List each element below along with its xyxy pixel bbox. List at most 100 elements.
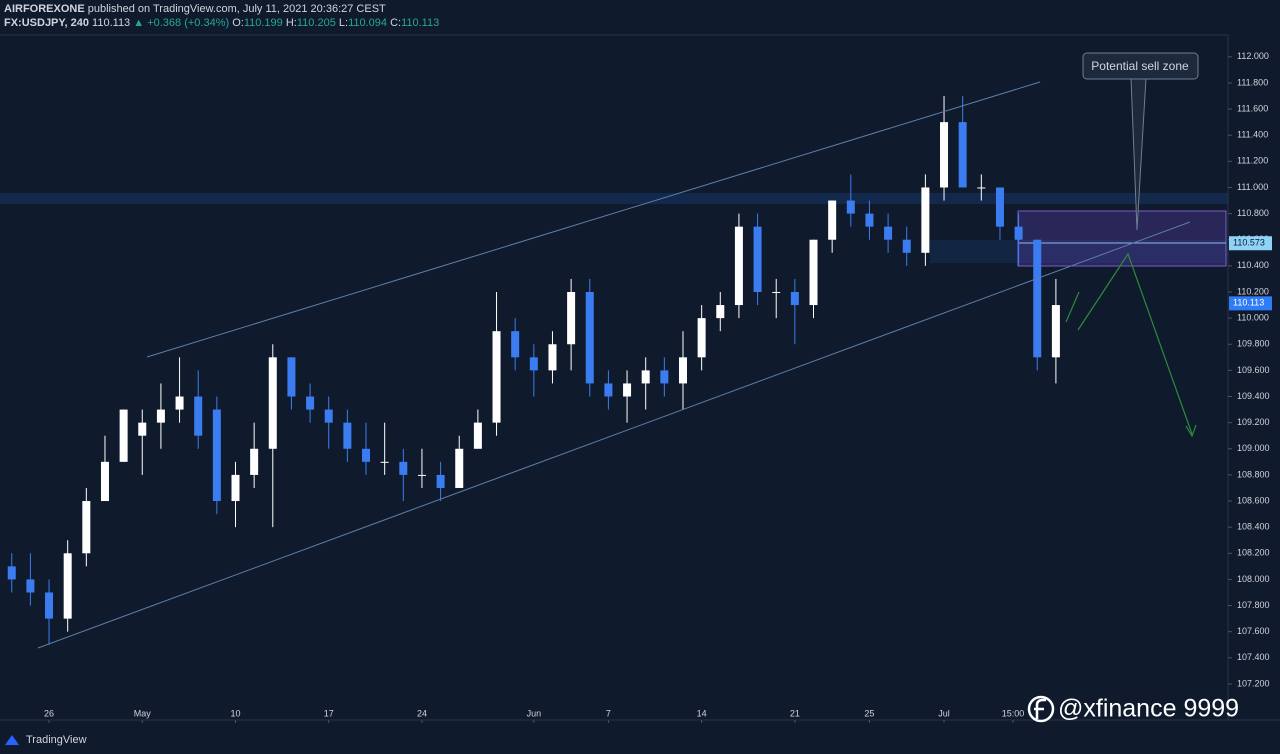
x-tick-label: 25 <box>864 708 874 718</box>
x-tick-label: 15:00 <box>1002 708 1025 718</box>
candle-body <box>399 461 408 475</box>
ohlc-value: 110.199 <box>243 17 283 29</box>
candle-body <box>772 291 781 293</box>
author: AIRFOREXONE <box>4 3 85 15</box>
y-tick-label: 107.200 <box>1237 678 1270 688</box>
change-value: +0.368 (+0.34%) <box>147 17 230 29</box>
candle-body <box>473 422 482 449</box>
y-tick-label: 108.800 <box>1237 469 1270 479</box>
candles <box>7 96 1060 645</box>
header-line: AIRFOREXONE published on TradingView.com… <box>4 3 386 15</box>
candle-body <box>697 318 706 358</box>
candle-body <box>380 461 389 463</box>
y-tick-label: 107.600 <box>1237 626 1270 636</box>
header-line: FX:USDJPY, 240 110.113 ▲ +0.368 (+0.34%)… <box>4 17 439 29</box>
annotation: Potential sell zone <box>1091 59 1189 73</box>
y-tick-label: 111.800 <box>1237 77 1268 87</box>
y-tick-label: 110.400 <box>1237 260 1269 270</box>
candle-body <box>958 122 967 188</box>
x-tick-label: Jul <box>938 708 950 718</box>
projection-arrow <box>1065 291 1080 323</box>
y-tick-label: 107.400 <box>1237 652 1270 662</box>
watermark-icon <box>1027 695 1055 723</box>
candle-body <box>362 448 371 462</box>
y-tick-label: 108.200 <box>1237 548 1270 558</box>
candle-body <box>716 305 725 319</box>
y-tick-label: 111.600 <box>1237 103 1268 113</box>
candle-body <box>641 370 650 384</box>
change: ▲ +0.368 (+0.34%) <box>133 17 230 29</box>
candle-body <box>268 357 277 449</box>
y-tick-label: 112.000 <box>1237 51 1269 61</box>
ohlc-label: O: <box>232 17 244 29</box>
candle-body <box>921 187 930 253</box>
candle-body <box>1014 226 1023 240</box>
candle-body <box>884 226 893 240</box>
x-tick-label: Jun <box>527 708 542 718</box>
candle-body <box>753 226 762 292</box>
candle-body <box>529 357 538 371</box>
candle-body <box>45 592 54 619</box>
candle-body <box>1051 305 1060 358</box>
x-tick-label: 26 <box>44 708 54 718</box>
ohlc-label: H: <box>285 17 297 29</box>
candle-body <box>977 187 986 189</box>
candle-body <box>492 331 501 423</box>
price-label-box <box>1229 236 1272 251</box>
footer-logo <box>5 735 19 745</box>
candle-body <box>846 200 855 214</box>
candle-body <box>567 291 576 345</box>
candle-body <box>100 461 109 502</box>
candle-body <box>175 396 184 410</box>
candle-body <box>250 448 259 475</box>
horizontal-band <box>930 240 1228 263</box>
candle-body <box>436 474 445 488</box>
candle-body <box>734 226 743 306</box>
y-tick-label: 111.000 <box>1237 182 1268 192</box>
ohlc-value: 110.205 <box>296 17 336 29</box>
candle-body <box>287 357 296 397</box>
candle-body <box>604 383 613 397</box>
candle-body <box>455 448 464 488</box>
price-label: 110.573 <box>1233 238 1265 248</box>
y-tick-label: 110.000 <box>1237 312 1269 322</box>
candle-body <box>828 200 837 240</box>
ohlc-label: L: <box>338 17 349 29</box>
symbol: FX:USDJPY, 240 <box>4 17 89 29</box>
candle-body <box>343 422 352 449</box>
x-tick-label: 14 <box>697 708 707 718</box>
price-label: 110.113 <box>1233 298 1264 308</box>
candle-body <box>194 396 203 436</box>
candle-body <box>809 239 818 306</box>
candle-body <box>678 357 687 384</box>
candle-body <box>1033 239 1042 358</box>
candle-body <box>138 422 147 436</box>
candle-body <box>790 291 799 306</box>
x-tick-label: 17 <box>324 708 334 718</box>
candle-body <box>63 553 72 619</box>
x-tick-label: 7 <box>606 708 611 718</box>
candle-body <box>995 187 1004 227</box>
y-tick-label: 109.600 <box>1237 365 1270 375</box>
candle-body <box>940 122 949 188</box>
horizontal-band <box>0 193 1228 204</box>
channel-upper <box>146 81 1041 358</box>
candle-body <box>511 331 520 358</box>
candle-body <box>26 579 35 593</box>
published: published on TradingView.com, July 11, 2… <box>87 3 386 15</box>
ohlc-value: 110.113 <box>401 17 440 29</box>
arrow-head <box>1185 424 1197 438</box>
y-tick-label: 108.000 <box>1237 574 1270 584</box>
candle-body <box>324 409 333 423</box>
y-tick-label: 110.800 <box>1237 208 1269 218</box>
callout <box>1082 52 1199 80</box>
price-label-box <box>1229 296 1272 311</box>
x-tick-label: May <box>134 708 152 718</box>
candle-body <box>231 474 240 502</box>
y-tick-label: 111.400 <box>1237 130 1268 140</box>
y-tick-label: 109.800 <box>1237 339 1270 349</box>
candle-body <box>306 396 315 410</box>
ohlc-value: 110.094 <box>348 17 388 29</box>
